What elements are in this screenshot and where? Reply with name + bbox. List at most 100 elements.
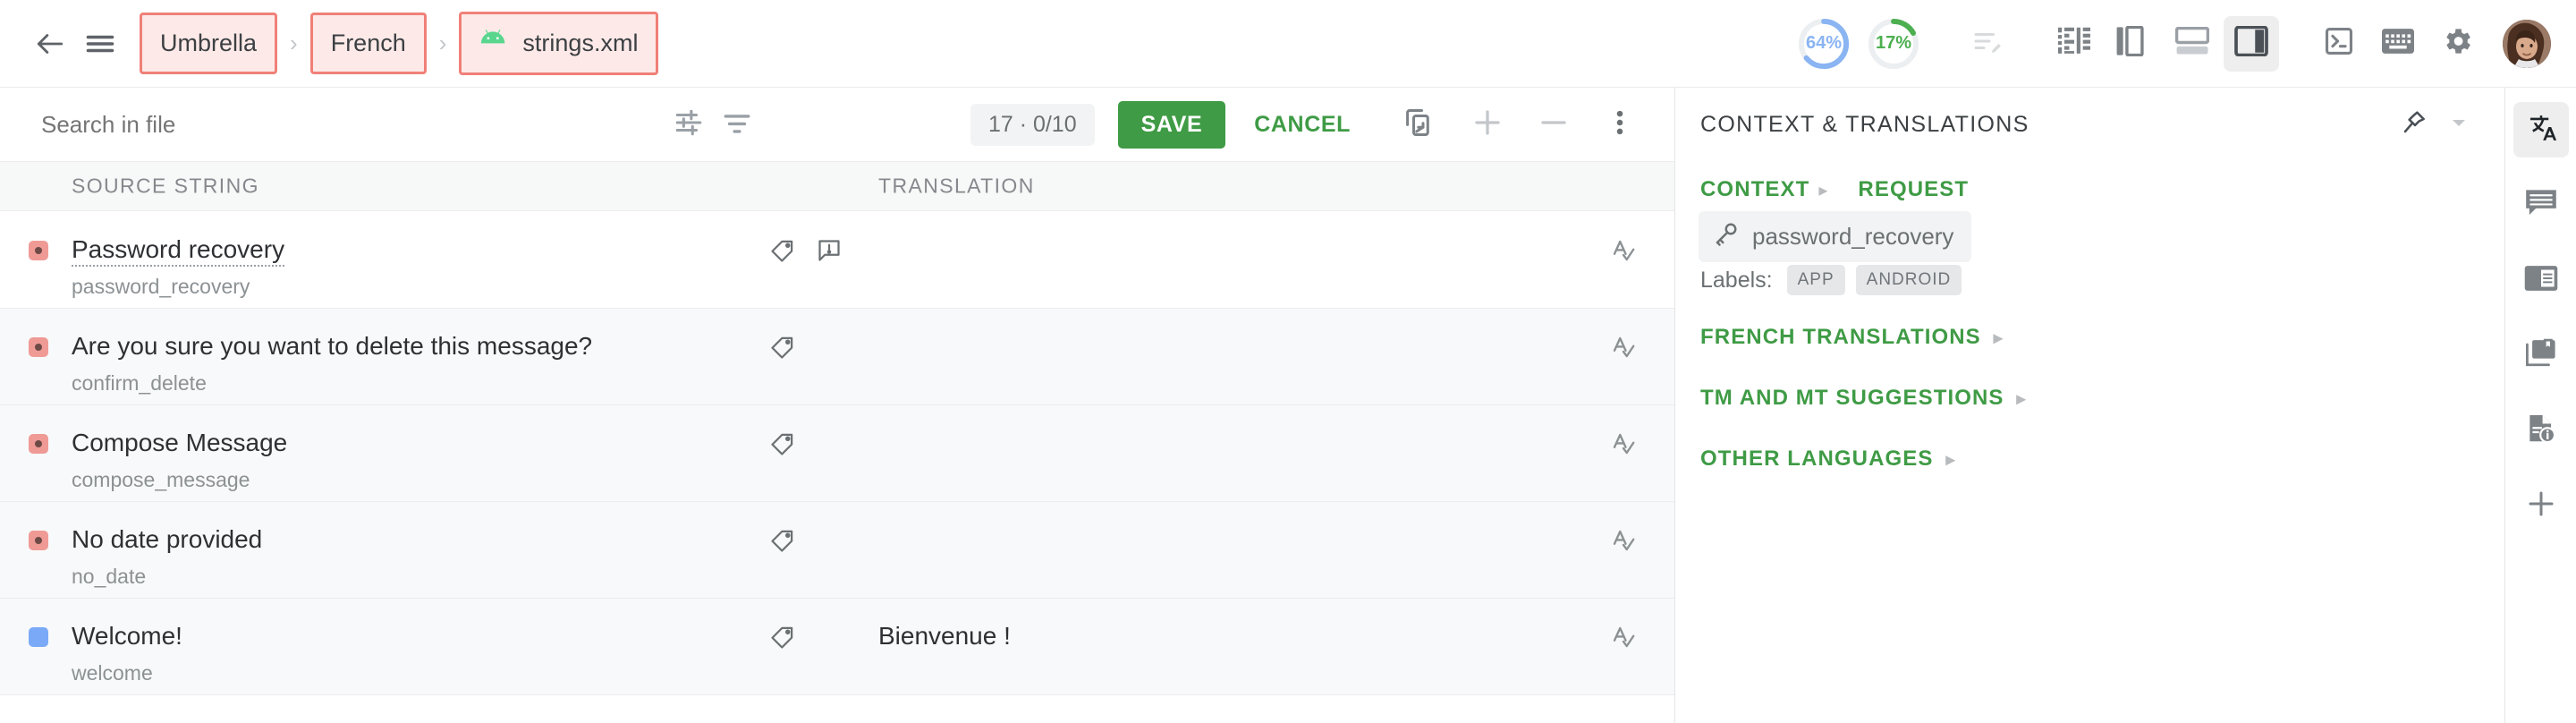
top-bar-right: 64% 17%	[1791, 15, 2576, 72]
context-tab-arrow: ▸	[1818, 180, 1828, 200]
add-button[interactable]	[1463, 100, 1512, 149]
table-row[interactable]: Are you sure you want to delete this mes…	[0, 309, 1674, 405]
string-key: welcome	[72, 661, 153, 685]
source-string-text: Are you sure you want to delete this mes…	[72, 332, 593, 360]
breadcrumb-label-project: Umbrella	[160, 30, 258, 56]
search-input[interactable]	[41, 110, 470, 139]
rail-item-file-info[interactable]	[2513, 403, 2569, 458]
rail-item-translate[interactable]	[2512, 102, 2569, 157]
tune-button[interactable]	[665, 100, 713, 149]
settings-button[interactable]	[2429, 16, 2485, 72]
section-tm-mt-suggestions-label: TM AND MT SUGGESTIONS	[1700, 386, 2004, 410]
minus-icon	[1538, 106, 1570, 143]
label-chip-android[interactable]: ANDROID	[1855, 265, 1962, 295]
keyboard-button[interactable]	[2370, 16, 2426, 72]
terminal-icon	[2324, 26, 2354, 61]
tag-icon[interactable]	[769, 237, 796, 268]
breadcrumb-item-language[interactable]: French	[309, 13, 427, 74]
tag-icon[interactable]	[769, 430, 796, 462]
tab-context[interactable]: CONTEXT	[1700, 177, 1810, 201]
breadcrumb-label-language: French	[330, 30, 406, 56]
translation-text[interactable]: Bienvenue !	[878, 622, 1011, 650]
table-row[interactable]: No date provided no_date	[0, 502, 1674, 599]
source-string-text: Password recovery	[72, 235, 285, 267]
label-chip-app[interactable]: APP	[1786, 265, 1845, 295]
menu-button[interactable]	[75, 19, 125, 69]
collapse-panel-button[interactable]	[2436, 102, 2481, 147]
split-horizontal-layout-icon	[2174, 26, 2210, 60]
document-info-icon	[2524, 412, 2558, 450]
pin-icon	[2400, 108, 2428, 141]
avatar[interactable]	[2503, 19, 2551, 68]
rail-item-comments[interactable]	[2513, 177, 2569, 233]
article-icon	[2524, 265, 2558, 296]
spellcheck-icon[interactable]	[1610, 527, 1637, 558]
rail-item-article[interactable]	[2513, 252, 2569, 308]
panel-divider	[1674, 88, 1675, 723]
split-horizontal-layout-button[interactable]	[2165, 16, 2220, 72]
source-string-text: Welcome!	[72, 622, 182, 650]
plus-icon	[1471, 106, 1504, 143]
terminal-button[interactable]	[2311, 16, 2367, 72]
row-icons	[769, 430, 796, 462]
breadcrumb-item-project[interactable]: Umbrella	[140, 13, 278, 74]
pin-button[interactable]	[2392, 102, 2436, 147]
table-row[interactable]: Compose Message compose_message	[0, 405, 1674, 502]
chevron-right-icon: ▸	[2016, 388, 2027, 409]
spellcheck-icon[interactable]	[1610, 430, 1637, 462]
translated-progress-label: 64%	[1805, 33, 1843, 53]
source-string: Password recovery	[72, 235, 285, 267]
more-vert-icon	[1606, 107, 1633, 142]
keyboard-icon	[2382, 28, 2414, 59]
section-tm-mt-suggestions[interactable]: TM AND MT SUGGESTIONS ▸	[1700, 386, 2027, 411]
remove-button[interactable]	[1530, 100, 1578, 149]
breadcrumb-item-file[interactable]: strings.xml	[459, 12, 659, 75]
tag-icon[interactable]	[769, 527, 796, 558]
section-other-languages[interactable]: OTHER LANGUAGES ▸	[1700, 447, 1956, 472]
table-row[interactable]: Welcome! welcome Bienvenue !	[0, 599, 1674, 695]
save-button[interactable]: SAVE	[1117, 100, 1226, 149]
back-button[interactable]	[25, 19, 75, 69]
string-key-chip[interactable]: password_recovery	[1699, 211, 1972, 262]
edit-note-button[interactable]	[1959, 16, 2014, 72]
spellcheck-icon[interactable]	[1610, 237, 1637, 268]
rail-item-glossary[interactable]	[2513, 327, 2569, 383]
comment-alert-icon[interactable]	[816, 237, 843, 268]
tab-request[interactable]: REQUEST	[1858, 177, 1970, 201]
split-vertical-layout-button[interactable]	[2106, 16, 2161, 72]
breadcrumb: Umbrella › French › strings.xml	[140, 12, 659, 75]
side-panel-layout-button[interactable]	[2224, 15, 2279, 72]
cancel-button[interactable]: CANCEL	[1234, 101, 1370, 149]
section-french-translations[interactable]: FRENCH TRANSLATIONS ▸	[1700, 325, 2004, 350]
tag-icon[interactable]	[769, 624, 796, 655]
table-row[interactable]: Password recovery password_recovery	[0, 212, 1674, 309]
string-list: Password recovery password_recovery	[0, 212, 1674, 723]
row-icons	[769, 237, 843, 268]
status-badge	[29, 337, 48, 357]
status-badge	[29, 241, 48, 260]
table-header: SOURCE STRING TRANSLATION	[0, 161, 1674, 211]
chevron-down-icon	[2448, 112, 2470, 138]
spellcheck-icon[interactable]	[1610, 624, 1637, 655]
more-options-button[interactable]	[1596, 100, 1644, 149]
string-key: compose_message	[72, 468, 250, 491]
breadcrumb-separator-2: ›	[438, 30, 447, 56]
source-string: Compose Message	[72, 429, 287, 457]
tag-icon[interactable]	[769, 334, 796, 365]
spellcheck-icon[interactable]	[1610, 334, 1637, 365]
top-bar-left: Umbrella › French › strings.xml	[0, 12, 659, 75]
approved-progress-label: 17%	[1875, 33, 1912, 53]
rail-item-add[interactable]	[2513, 478, 2569, 533]
filter-button[interactable]	[713, 100, 761, 149]
context-tabs: CONTEXT ▸ REQUEST	[1700, 177, 1969, 202]
table-layout-button[interactable]	[2046, 16, 2102, 72]
status-badge	[29, 531, 48, 550]
copy-to-device-button[interactable]	[1394, 100, 1442, 149]
chevron-right-icon: ▸	[1993, 327, 2004, 348]
string-key: no_date	[72, 565, 147, 588]
approved-progress-ring: 17%	[1866, 16, 1921, 72]
section-other-languages-label: OTHER LANGUAGES	[1700, 447, 1934, 471]
source-string-text: Compose Message	[72, 429, 288, 456]
status-badge	[29, 627, 48, 647]
